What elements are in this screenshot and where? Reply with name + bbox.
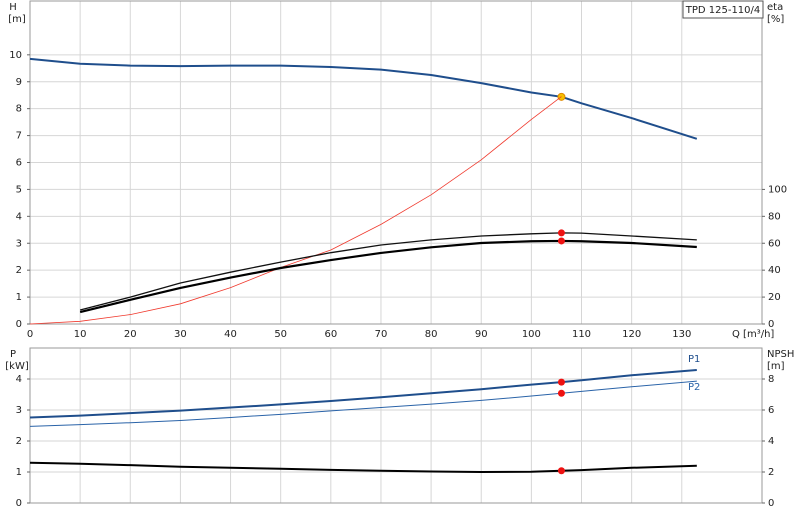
x-tick-label: 110 — [572, 329, 591, 340]
y-tick-label: 10 — [9, 50, 22, 61]
y-axis-label: P — [10, 349, 16, 360]
y-tick-label: 9 — [16, 77, 22, 88]
y-axis-unit: [m] — [8, 14, 26, 25]
y-tick-label: 4 — [16, 374, 22, 385]
x-axis-label: Q [m³/h] — [732, 329, 774, 340]
y2-tick-label: 40 — [768, 265, 781, 276]
duty-point — [557, 229, 565, 237]
y2-tick-label: 0 — [768, 498, 774, 509]
x-tick-label: 130 — [672, 329, 691, 340]
duty-point — [557, 237, 565, 245]
y-tick-label: 5 — [16, 184, 22, 195]
y2-tick-label: 2 — [768, 467, 774, 478]
model-label: TPD 125-110/4 — [685, 5, 761, 16]
duty-point — [557, 378, 565, 386]
y2-axis-label: eta — [767, 2, 783, 13]
y-tick-label: 8 — [16, 104, 22, 115]
y2-tick-label: 100 — [768, 184, 787, 195]
y-tick-label: 6 — [16, 158, 22, 169]
y2-tick-label: 4 — [768, 436, 774, 447]
y-tick-label: 4 — [16, 211, 22, 222]
x-tick-label: 20 — [124, 329, 137, 340]
curve — [29, 380, 697, 427]
curve — [29, 369, 697, 419]
y-tick-label: 7 — [16, 131, 22, 142]
y-tick-label: 2 — [16, 265, 22, 276]
y2-tick-label: 0 — [768, 319, 774, 330]
y2-axis-label: NPSH — [767, 349, 794, 360]
y-axis-unit: [kW] — [5, 361, 29, 372]
y2-axis-unit: [%] — [767, 14, 784, 25]
x-tick-label: 10 — [74, 329, 87, 340]
curve — [29, 57, 698, 140]
x-tick-label: 40 — [224, 329, 237, 340]
y2-tick-label: 20 — [768, 292, 781, 303]
duty-point — [557, 467, 565, 475]
model-box — [682, 0, 764, 19]
x-tick-label: 90 — [475, 329, 488, 340]
y-tick-label: 2 — [16, 436, 22, 447]
y-tick-label: 1 — [16, 467, 22, 478]
y-tick-label: 3 — [16, 405, 22, 416]
y2-tick-label: 80 — [768, 211, 781, 222]
y2-tick-label: 8 — [768, 374, 774, 385]
y-tick-label: 1 — [16, 292, 22, 303]
x-tick-label: 80 — [425, 329, 438, 340]
x-tick-label: 30 — [174, 329, 187, 340]
plot-frame — [29, 347, 763, 504]
duty-point — [557, 389, 565, 397]
y2-axis-unit: [m] — [767, 361, 785, 372]
y2-tick-label: 60 — [768, 238, 781, 249]
x-tick-label: 50 — [274, 329, 287, 340]
y2-tick-label: 6 — [768, 405, 774, 416]
x-tick-label: 0 — [27, 329, 33, 340]
series-label: P2 — [688, 382, 700, 393]
curve — [29, 461, 697, 473]
y-tick-label: 0 — [16, 498, 22, 509]
x-tick-label: 100 — [522, 329, 541, 340]
x-tick-label: 70 — [375, 329, 388, 340]
series-label: P1 — [688, 354, 700, 365]
curve — [79, 232, 697, 311]
x-tick-label: 60 — [324, 329, 337, 340]
y-axis-label: H — [9, 2, 17, 13]
curve — [29, 96, 562, 325]
y-tick-label: 3 — [16, 238, 22, 249]
curve — [79, 239, 697, 314]
y-tick-label: 0 — [16, 319, 22, 330]
x-tick-label: 120 — [622, 329, 641, 340]
